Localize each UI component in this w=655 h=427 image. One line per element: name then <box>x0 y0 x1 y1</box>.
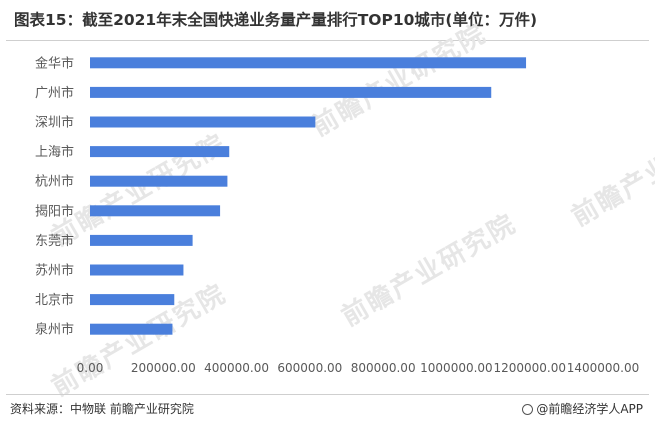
category-label: 深圳市 <box>35 115 74 131</box>
category-label: 苏州市 <box>35 263 74 279</box>
category-label: 泉州市 <box>35 322 74 338</box>
bar <box>90 146 230 158</box>
x-tick-label: 400000.00 <box>204 361 269 375</box>
bar <box>90 205 221 217</box>
category-label: 揭阳市 <box>35 203 74 219</box>
x-tick-label: 600000.00 <box>277 361 342 375</box>
bar <box>90 294 175 306</box>
bar <box>90 323 173 335</box>
bar <box>90 234 193 246</box>
category-label: 金华市 <box>35 55 74 71</box>
bar <box>90 175 228 187</box>
x-tick-label: 1200000.00 <box>493 361 566 375</box>
chart-title: 图表15：截至2021年末全国快递业务量产量排行TOP10城市(单位：万件) <box>14 11 538 29</box>
bar <box>90 116 316 128</box>
category-label: 北京市 <box>35 292 74 308</box>
bar <box>90 264 184 276</box>
source-note: 资料来源：中物联 前瞻产业研究院 <box>10 402 194 416</box>
brand-logo-icon <box>522 404 534 415</box>
bar <box>90 86 492 98</box>
category-label: 上海市 <box>35 144 74 160</box>
brand-credit: @前瞻经济学人APP <box>522 400 643 417</box>
footer-divider <box>6 394 649 395</box>
brand-credit-text: @前瞻经济学人APP <box>536 402 643 416</box>
category-label: 广州市 <box>35 85 74 101</box>
x-tick-label: 1000000.00 <box>420 361 493 375</box>
title-divider <box>6 40 649 41</box>
category-label: 东莞市 <box>35 233 74 249</box>
category-label: 杭州市 <box>35 174 74 190</box>
bar <box>90 57 527 69</box>
x-tick-label: 800000.00 <box>351 361 416 375</box>
x-tick-label: 0.00 <box>77 361 104 375</box>
x-tick-label: 200000.00 <box>131 361 196 375</box>
x-tick-label: 1400000.00 <box>567 361 640 375</box>
